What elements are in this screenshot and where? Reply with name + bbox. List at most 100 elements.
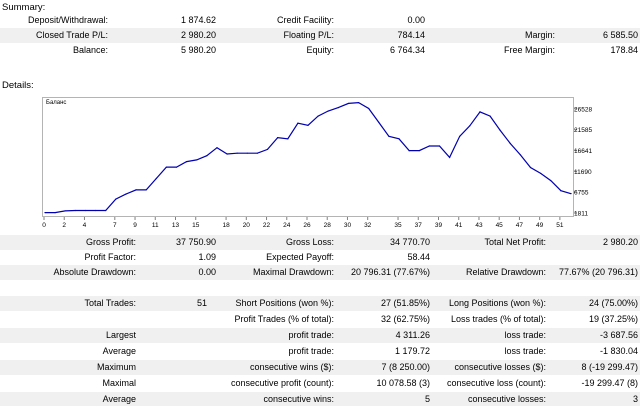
maximal-drawdown-label: Maximal Drawdown: — [252, 267, 334, 277]
average-loss-value: -1 830.04 — [599, 346, 638, 356]
balance-point — [499, 129, 501, 132]
maximal-consecutive-profit-label: consecutive profit (count): — [230, 378, 334, 388]
balance-point — [337, 107, 339, 109]
balance-point — [317, 115, 319, 117]
average-label: Average — [102, 346, 136, 356]
long-positions-value: 24 (75.00%) — [588, 298, 638, 308]
max-consecutive-wins-label: consecutive wins ($): — [249, 362, 334, 372]
maximal-consecutive-loss-label: consecutive loss (count): — [446, 378, 546, 388]
stats-row-6 — [0, 328, 640, 343]
profit-trades-label: Profit Trades (% of total): — [234, 314, 334, 324]
stats-row-3 — [0, 265, 640, 280]
max-consecutive-losses-value: 8 (-19 299.47) — [581, 362, 638, 372]
balance-chart-svg — [44, 101, 572, 214]
balance-point — [307, 124, 309, 126]
x-tick-label: 39 — [435, 222, 443, 229]
largest-loss-value: -3 687.56 — [599, 330, 638, 340]
free-margin-label: Free Margin: — [503, 45, 555, 55]
balance-point — [74, 209, 76, 212]
y-tick-label: 6755 — [574, 190, 589, 197]
x-tick-label: 4 — [83, 222, 87, 229]
balance-point — [509, 142, 511, 145]
balance-point — [216, 147, 218, 149]
balance-point — [449, 156, 451, 158]
margin-label: Margin: — [524, 30, 555, 40]
gross-profit-value: 37 750.90 — [175, 237, 216, 247]
absolute-drawdown-value: 0.00 — [198, 267, 216, 277]
balance-point — [297, 122, 299, 124]
x-tick-label: 41 — [455, 222, 463, 229]
x-tick-label: 47 — [516, 222, 524, 229]
maximum-label: Maximum — [96, 362, 136, 372]
balance-point — [438, 145, 441, 147]
relative-drawdown-label: Relative Drawdown: — [465, 267, 546, 277]
chart-x-axis: 0 2 4 7 9 11 13 15 18 20 22 24 26 28 30 32 35 37 39 41 43 45 4… — [42, 217, 564, 229]
balance-point — [155, 177, 157, 180]
maximal-consecutive-profit-value: 10 078.58 (3) — [376, 378, 430, 388]
largest-profit-label: profit trade: — [288, 330, 334, 340]
summary-title: Summary: — [2, 2, 46, 13]
balance-point — [529, 166, 532, 169]
gross-loss-value: 34 770.70 — [389, 237, 430, 247]
details-title: Details: — [2, 80, 34, 91]
stats-row-1 — [0, 235, 640, 250]
avg-consecutive-wins-value: 5 — [424, 394, 430, 404]
balance-point — [550, 179, 552, 182]
balance-point — [489, 115, 491, 117]
balance-point — [206, 155, 208, 157]
total-net-profit-label: Total Net Profit: — [484, 237, 546, 247]
avg-consecutive-wins-label: consecutive wins: — [263, 394, 334, 404]
stats-row-4 — [0, 296, 640, 311]
x-tick-label: 24 — [283, 222, 291, 229]
x-tick-label: 22 — [263, 222, 271, 229]
absolute-drawdown-label: Absolute Drawdown: — [53, 267, 136, 277]
x-tick-label: 2 — [62, 222, 66, 229]
balance-point — [64, 210, 66, 212]
total-trades-label: Total Trades: — [84, 298, 136, 308]
max-consecutive-wins-value: 7 (8 250.00) — [381, 362, 430, 372]
balance-point — [196, 159, 198, 161]
deposit-label: Deposit/Withdrawal: — [27, 15, 108, 25]
balance-point — [256, 152, 259, 154]
x-tick-label: 7 — [113, 222, 117, 229]
average-consecutive-label: Average — [102, 394, 136, 404]
balance-point — [84, 209, 87, 212]
average-profit-value: 1 179.72 — [394, 346, 430, 356]
y-tick-label: 16641 — [574, 148, 592, 155]
x-tick-label: 13 — [172, 222, 180, 229]
balance-point — [115, 198, 117, 200]
balance-point — [175, 166, 178, 168]
loss-trades-label: Loss trades (% of total): — [450, 314, 546, 324]
largest-profit-value: 4 311.26 — [395, 330, 430, 340]
balance-point — [347, 102, 350, 105]
summary-row-2 — [0, 28, 640, 43]
balance-point — [368, 107, 370, 110]
loss-trades-value: 19 (37.25%) — [588, 314, 638, 324]
average-loss-label: loss trade: — [504, 346, 546, 356]
x-tick-label: 30 — [344, 222, 352, 229]
balance-point — [135, 189, 137, 191]
long-positions-label: Long Positions (won %): — [448, 298, 546, 308]
short-positions-value: 27 (51.85%) — [380, 298, 430, 308]
x-tick-label: 15 — [192, 222, 200, 229]
x-tick-label: 37 — [415, 222, 423, 229]
chart-title: Баланс — [46, 100, 67, 106]
stats-row-8 — [0, 360, 640, 375]
balance-point — [479, 111, 481, 113]
balance-point — [125, 193, 127, 195]
largest-label: Largest — [105, 330, 136, 340]
balance-point — [327, 110, 329, 112]
profit-trades-value: 32 (62.75%) — [380, 314, 430, 324]
x-tick-label: 0 — [42, 222, 46, 229]
profit-factor-label: Profit Factor: — [84, 252, 136, 262]
credit-value: 0.00 — [407, 15, 425, 25]
balance-point — [570, 193, 572, 195]
balance-point — [469, 125, 471, 127]
y-tick-label: 1811 — [574, 211, 588, 218]
balance-value: 5 980.20 — [180, 45, 216, 55]
balance-point — [246, 152, 248, 154]
expected-payoff-label: Expected Payoff: — [266, 252, 334, 262]
balance-point — [378, 121, 380, 123]
maximal-consecutive-loss-value: -19 299.47 (8) — [581, 378, 638, 388]
balance-point — [287, 138, 289, 140]
